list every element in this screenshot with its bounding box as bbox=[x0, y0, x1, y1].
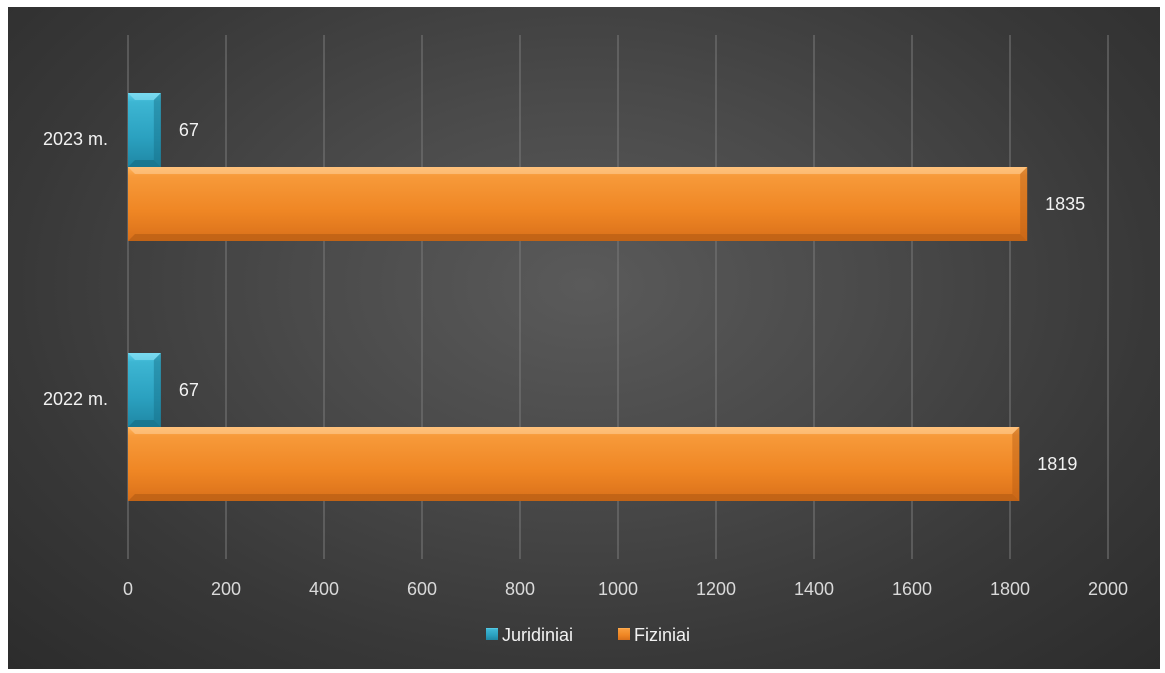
category-label: 2023 m. bbox=[43, 129, 108, 149]
x-tick-label: 2000 bbox=[1088, 579, 1128, 599]
category-label: 2022 m. bbox=[43, 389, 108, 409]
x-tick-label: 0 bbox=[123, 579, 133, 599]
x-tick-label: 800 bbox=[505, 579, 535, 599]
legend-item-juridiniai: Juridiniai bbox=[486, 625, 573, 645]
legend: Juridiniai Fiziniai bbox=[486, 625, 690, 645]
bar-juridiniai bbox=[128, 93, 161, 167]
bar-juridiniai bbox=[128, 353, 161, 427]
data-label: 67 bbox=[179, 120, 199, 140]
data-label: 67 bbox=[179, 380, 199, 400]
x-tick-label: 600 bbox=[407, 579, 437, 599]
x-tick-label: 1800 bbox=[990, 579, 1030, 599]
data-labels: 67 1835 67 1819 bbox=[179, 120, 1085, 474]
x-tick-label: 1400 bbox=[794, 579, 834, 599]
legend-label: Juridiniai bbox=[502, 625, 573, 645]
legend-swatch bbox=[486, 628, 498, 640]
chart-area: 67 1835 67 1819 0 200 400 600 800 1000 1200 1400 16… bbox=[8, 7, 1160, 669]
data-label: 1819 bbox=[1037, 454, 1077, 474]
bar-chart: 67 1835 67 1819 0 200 400 600 800 1000 1200 1400 16… bbox=[43, 35, 1128, 645]
x-tick-label: 400 bbox=[309, 579, 339, 599]
legend-label: Fiziniai bbox=[634, 625, 690, 645]
bar-fiziniai bbox=[128, 427, 1020, 501]
data-label: 1835 bbox=[1045, 194, 1085, 214]
legend-item-fiziniai: Fiziniai bbox=[618, 625, 690, 645]
x-tick-label: 1200 bbox=[696, 579, 736, 599]
x-tick-label: 1000 bbox=[598, 579, 638, 599]
x-tick-label: 1600 bbox=[892, 579, 932, 599]
x-tick-label: 200 bbox=[211, 579, 241, 599]
axes: 0 200 400 600 800 1000 1200 1400 1600 1800 2000 202… bbox=[43, 129, 1128, 599]
bars bbox=[128, 93, 1028, 501]
legend-swatch bbox=[618, 628, 630, 640]
bar-fiziniai bbox=[128, 167, 1028, 241]
